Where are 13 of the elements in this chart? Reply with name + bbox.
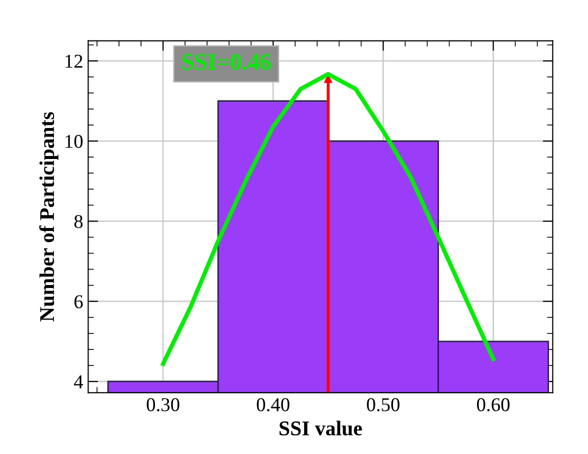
y-tick-label: 12 — [66, 54, 82, 68]
annotation: SSI=0.46 — [182, 54, 271, 70]
x-tick-label: 0.30 — [146, 398, 180, 412]
line-series — [160, 72, 496, 366]
y-axis-title: Number of Participants — [39, 112, 58, 322]
y-tick-label: 8 — [74, 215, 83, 228]
y-tick-label: 10 — [66, 134, 83, 148]
x-axis-title: SSI value — [280, 420, 362, 436]
x-tick-label: 0.40 — [256, 398, 290, 412]
y-tick-label: 4 — [74, 375, 84, 388]
x-tick-label: 0.50 — [366, 398, 400, 412]
y-tick-label: 6 — [74, 295, 83, 308]
x-tick-label: 0.60 — [477, 398, 510, 412]
